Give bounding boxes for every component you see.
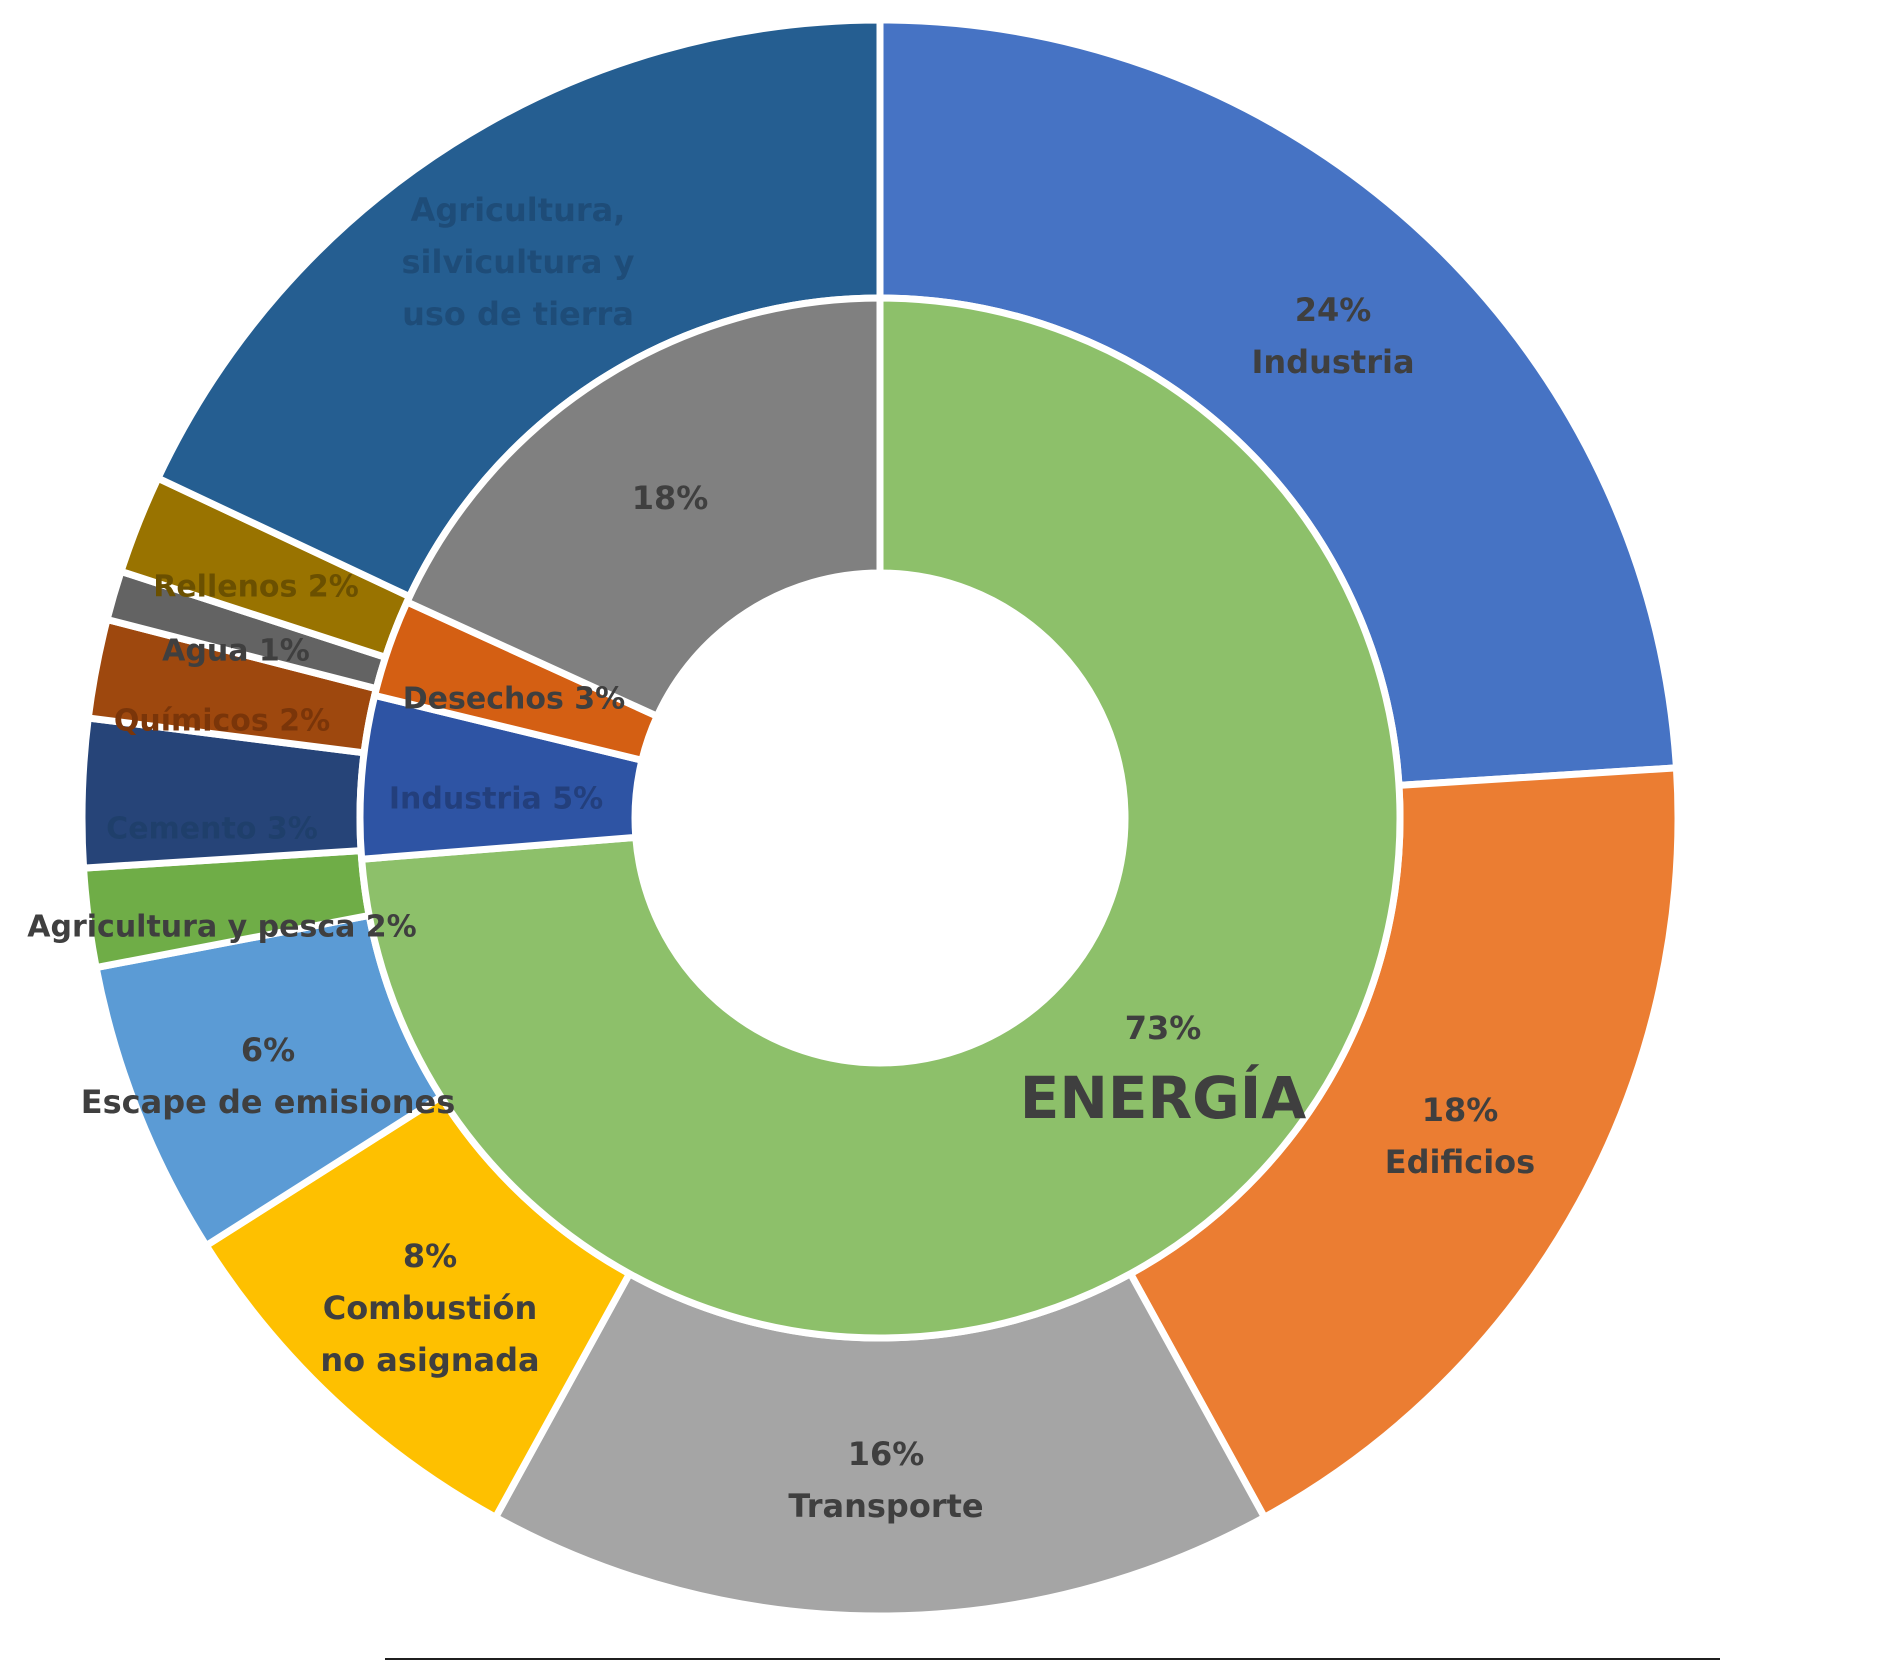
outer-label-agricultura-silvicultura-y-uso-de-tierra: Agricultura, silvicultura y uso de tierra <box>402 191 635 333</box>
inner-label-industria: Industria 5% <box>389 782 603 817</box>
inner-slice-energia <box>358 294 1404 1342</box>
outer-label-edificios: 18% Edificios <box>1385 1091 1535 1181</box>
outer-label-combustion-no-asignada: 8% Combustión no asignada <box>320 1237 539 1379</box>
outer-label-industria: 24% Industria <box>1251 291 1414 381</box>
outer-label-rellenos: Rellenos 2% <box>153 570 359 605</box>
outer-label-cemento: Cemento 3% <box>106 812 318 847</box>
inner-label-energia: 73% <box>1125 1009 1202 1047</box>
inner-slice-unnamed <box>403 294 884 720</box>
outer-label-agua: Agua 1% <box>162 634 310 669</box>
outer-label-agricultura-y-pesca: Agricultura y pesca 2% <box>27 910 416 945</box>
energy-label: ENERGÍA <box>1020 1063 1307 1132</box>
outer-label-escape-de-emisiones: 6% Escape de emisiones <box>81 1031 456 1121</box>
inner-label-desechos: Desechos 3% <box>403 682 625 717</box>
inner-label-unnamed: 18% <box>632 479 709 517</box>
bottom-rule <box>385 1658 1720 1660</box>
outer-label-transporte: 16% Transporte <box>788 1435 983 1525</box>
outer-label-quimicos: Químicos 2% <box>114 704 330 739</box>
